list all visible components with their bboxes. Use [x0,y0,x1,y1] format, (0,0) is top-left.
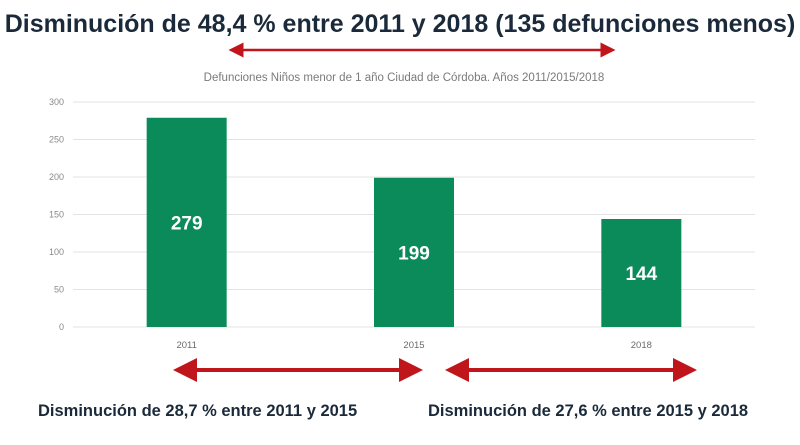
y-tick-label: 150 [49,210,64,220]
y-tick-label: 200 [49,172,64,182]
x-tick-label: 2011 [176,340,196,351]
bar-2011 [146,117,227,327]
y-tick-label: 100 [49,247,64,257]
data-label: 279 [171,213,203,234]
x-tick-label: 2018 [631,340,652,351]
footnote-2011-2015: Disminución de 28,7 % entre 2011 y 2015 [38,402,358,420]
data-label: 144 [625,264,657,285]
chart-title: Defunciones Niños menor de 1 año Ciudad … [204,72,605,84]
x-tick-label: 2015 [403,340,424,351]
y-tick-label: 50 [54,285,64,295]
data-label: 199 [398,243,430,264]
footnote-2015-2018: Disminución de 27,6 % entre 2015 y 2018 [428,402,749,420]
headline: Disminución de 48,4 % entre 2011 y 2018 … [4,10,796,38]
bar-2018 [601,219,682,327]
y-tick-label: 0 [59,322,64,332]
y-tick-label: 250 [49,135,64,145]
y-tick-label: 300 [49,97,64,107]
bar-2015 [374,177,454,327]
